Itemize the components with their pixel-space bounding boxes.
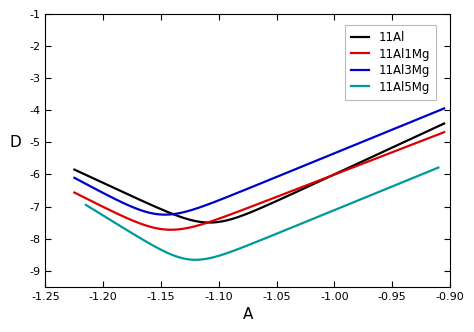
11Al5Mg <box>173 255 179 259</box>
11Al5Mg <box>292 224 297 228</box>
11Al1Mg <box>351 165 356 169</box>
11Al5Mg <box>83 203 89 207</box>
11Al <box>290 192 296 196</box>
11Al1Mg <box>137 221 143 225</box>
11Al3Mg <box>290 168 296 172</box>
11Al3Mg <box>351 143 356 147</box>
11Al1Mg <box>441 130 447 134</box>
11Al3Mg <box>72 176 77 180</box>
11Al5Mg <box>146 241 151 245</box>
11Al <box>319 178 325 182</box>
11Al <box>441 122 447 125</box>
11Al <box>137 198 143 202</box>
11Al3Mg <box>167 212 173 216</box>
Line: 11Al5Mg: 11Al5Mg <box>86 168 438 260</box>
11Al5Mg <box>436 166 441 170</box>
Y-axis label: D: D <box>10 135 21 150</box>
11Al1Mg <box>239 208 245 212</box>
11Al1Mg <box>319 177 325 181</box>
11Al5Mg <box>349 201 355 205</box>
11Al5Mg <box>243 244 249 248</box>
11Al <box>166 211 172 215</box>
11Al5Mg <box>192 258 198 262</box>
11Al3Mg <box>137 208 143 212</box>
11Al3Mg <box>239 189 245 193</box>
11Al1Mg <box>168 228 174 232</box>
11Al1Mg <box>72 191 77 195</box>
Line: 11Al3Mg: 11Al3Mg <box>74 109 444 215</box>
11Al3Mg <box>162 213 168 217</box>
X-axis label: A: A <box>243 307 253 322</box>
11Al1Mg <box>290 189 296 193</box>
11Al <box>207 220 212 224</box>
11Al3Mg <box>319 156 325 160</box>
11Al <box>72 168 77 172</box>
11Al1Mg <box>166 228 172 232</box>
11Al3Mg <box>441 107 447 111</box>
Line: 11Al1Mg: 11Al1Mg <box>74 132 444 230</box>
11Al5Mg <box>319 213 325 217</box>
11Al <box>239 213 245 217</box>
Line: 11Al: 11Al <box>74 124 444 222</box>
11Al <box>351 164 356 168</box>
Legend: 11Al, 11Al1Mg, 11Al3Mg, 11Al5Mg: 11Al, 11Al1Mg, 11Al3Mg, 11Al5Mg <box>346 25 436 100</box>
